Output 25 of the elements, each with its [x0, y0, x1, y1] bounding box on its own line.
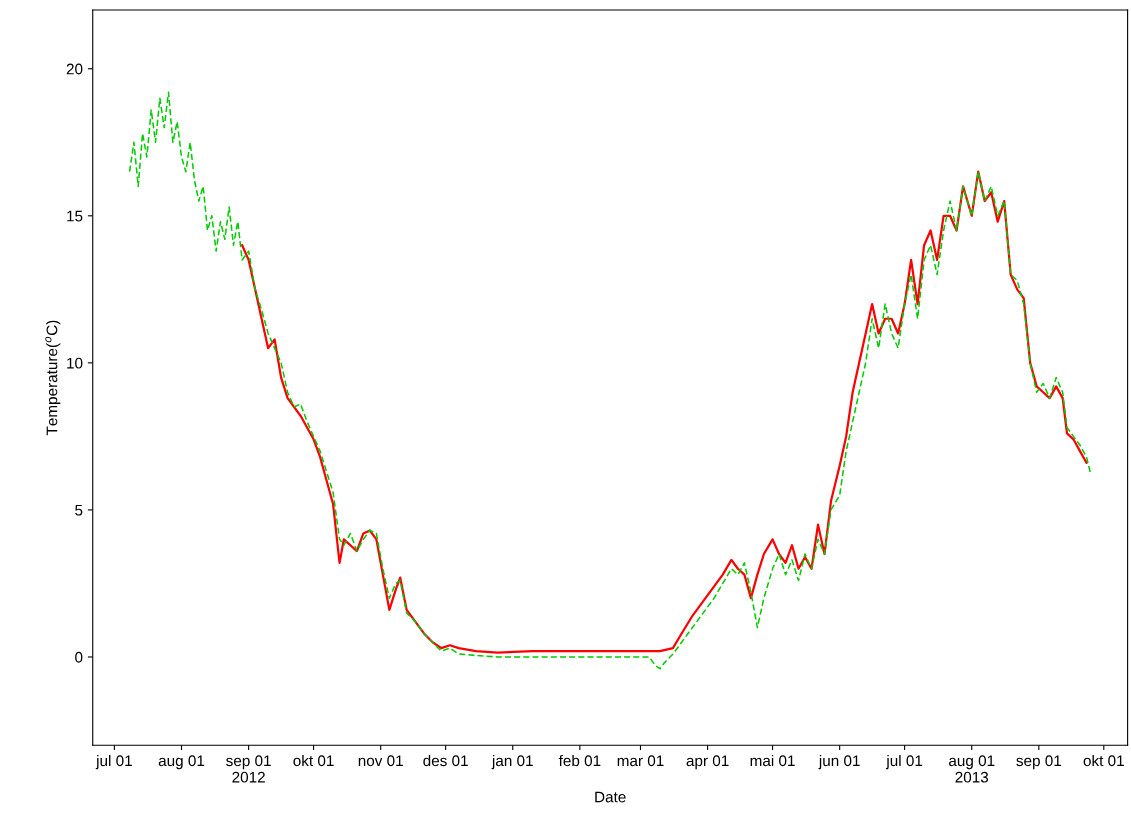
x-tick-label: aug 01: [158, 755, 205, 770]
y-tick-label: 10: [67, 357, 83, 369]
x-tick-label: jan 01: [491, 754, 533, 770]
x-tick-label: okt 01: [293, 754, 334, 767]
x-tick-label: sep 01 2012: [226, 755, 271, 783]
x-tick-label: nov 01: [358, 755, 403, 767]
line-series: [128, 91, 1092, 670]
y-tick-label: 5: [75, 504, 83, 516]
x-tick-label: mai 01: [750, 754, 795, 767]
x-tick-label: apr 01: [686, 755, 729, 770]
y-tick-label: 0: [75, 651, 83, 663]
line-series: [241, 170, 1088, 654]
x-tick-label: jun 01: [818, 754, 860, 770]
y-axis-title: Temperature($^{o}$C): [45, 320, 61, 436]
y-tick-label: 20: [66, 63, 83, 75]
x-tick-label: feb 01: [558, 754, 601, 767]
x-tick-label: des 01: [423, 754, 468, 767]
x-tick-label: jul 01: [95, 754, 132, 770]
x-tick-label: okt 01: [1083, 754, 1124, 767]
x-tick-label: jul 01: [885, 754, 923, 770]
x-axis-title: Date: [595, 791, 626, 803]
x-tick-label: mar 01: [617, 755, 664, 767]
x-tick-label: sep 01: [1016, 755, 1062, 770]
y-tick-label: 15: [67, 210, 83, 222]
x-tick-label: aug 01 2013: [949, 755, 995, 783]
